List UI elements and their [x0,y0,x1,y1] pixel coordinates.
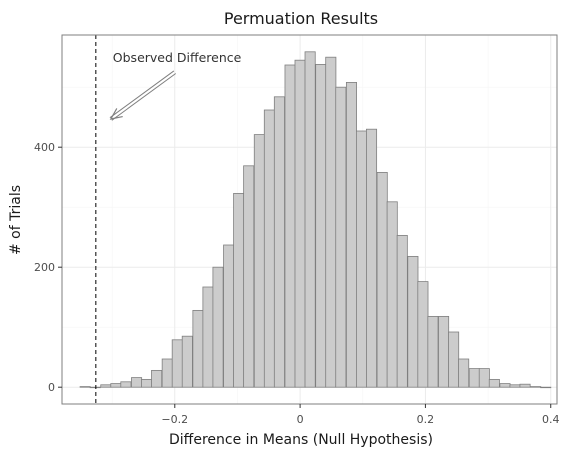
histogram-bar [89,386,101,389]
x-axis-title: Difference in Means (Null Hypothesis) [169,432,433,448]
histogram-bar [345,82,357,388]
histogram-bar [325,56,337,388]
histogram-bar [396,234,408,388]
histogram-bar [376,171,388,388]
histogram-bar [120,381,132,388]
histogram-bar [530,386,542,388]
x-tick-label: −0.2 [161,413,188,426]
histogram-bar [243,165,255,388]
histogram-bar [294,59,306,388]
histogram-bar [212,266,224,388]
histogram-bar [233,192,245,388]
x-tick-label: 0.2 [417,413,435,426]
histogram-bar [284,64,296,388]
x-tick-label: 0 [297,413,304,426]
annotation-layer: Observed Difference [109,50,242,121]
histogram-bar [366,128,378,388]
y-axis-title: # of Trials [8,185,24,255]
histogram-bar [223,244,235,388]
panel-border [61,34,558,405]
histogram-bar [192,309,204,388]
y-tick-label: 400 [34,141,55,154]
x-tick-label: 0.4 [542,413,560,426]
histogram-bar [509,384,521,388]
histogram-bar [540,386,552,389]
annotation-label: Observed Difference [113,50,242,65]
histogram-bar [263,109,275,388]
histogram-bar [355,130,368,388]
histogram-bar [468,368,480,388]
histogram-bar [131,377,143,388]
y-axis-ticks: 0 200 400 [34,141,62,394]
histogram-bar [448,331,460,388]
histogram-bar [100,384,112,388]
annotation-arrow-head [109,108,123,120]
histogram-bar [488,378,500,388]
histogram-bar [417,281,429,388]
chart-title: Permuation Results [224,9,378,28]
annotation-arrow-shaft [109,70,175,119]
histogram-bar [458,358,470,388]
histogram-bar [79,386,91,388]
histogram-bar [519,383,531,388]
histogram-bar [151,369,163,388]
annotation-arrow-shaft [111,73,177,121]
y-tick-label: 200 [34,261,55,274]
histogram-bar [335,86,347,388]
y-tick-label: 0 [48,381,55,394]
histogram-bar [407,255,419,388]
histogram-bar [202,286,214,388]
histogram-bars [79,51,552,389]
histogram-bar [141,378,153,388]
histogram-bar [478,368,490,388]
histogram-bar [315,64,327,388]
histogram-bar [181,335,193,388]
histogram-bar [273,96,285,388]
histogram-bar [253,134,265,388]
histogram-bar [427,315,439,388]
histogram-bar [438,315,450,388]
histogram-bar [161,358,173,388]
histogram-bar [499,383,511,388]
histogram-bar [386,201,398,388]
x-axis-ticks: −0.2 0 0.2 0.4 [161,404,559,426]
histogram-bar [110,383,122,388]
histogram-bar [304,51,316,388]
histogram-bar [171,339,183,388]
